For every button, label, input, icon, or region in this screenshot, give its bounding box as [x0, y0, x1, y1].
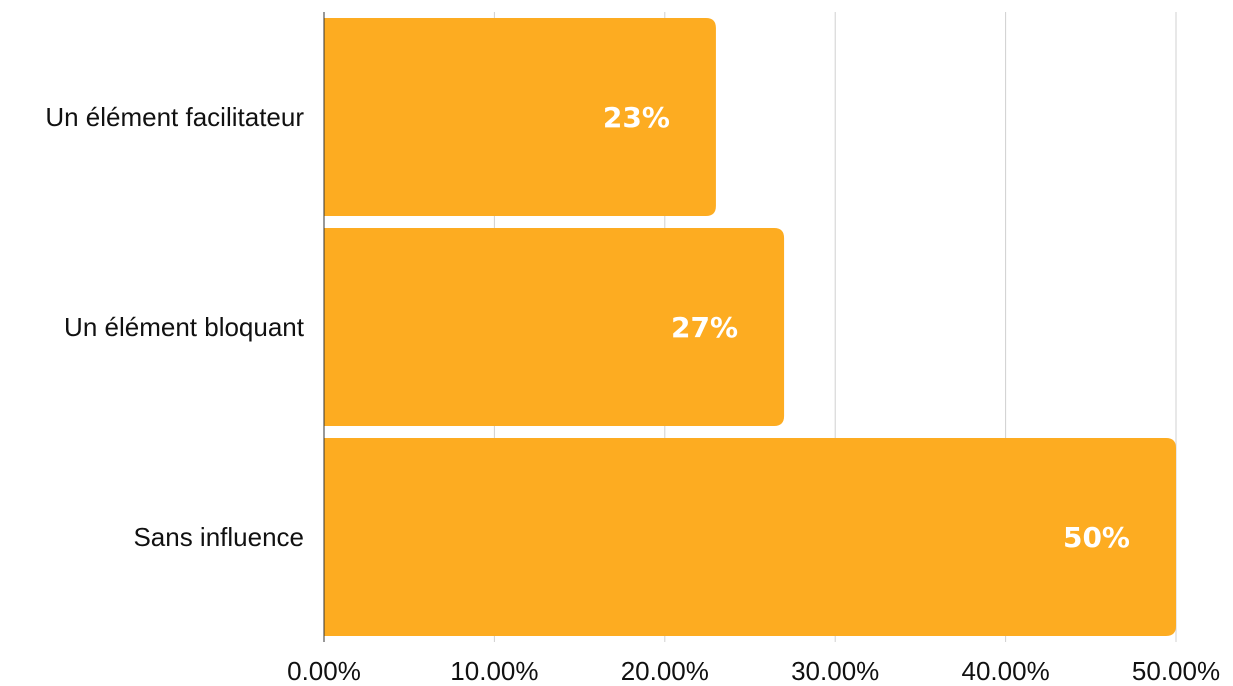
bar	[324, 438, 1176, 636]
x-tick-label: 20.00%	[621, 656, 709, 686]
x-tick-label: 10.00%	[450, 656, 538, 686]
category-label: Un élément facilitateur	[45, 102, 304, 132]
labels: 23% Un élément facilitateur 27% Un élément …	[45, 101, 1220, 686]
x-tick-label: 0.00%	[287, 656, 361, 686]
bar	[324, 18, 716, 216]
data-label: 23%	[603, 101, 670, 134]
x-tick-label: 40.00%	[962, 656, 1050, 686]
x-tick-label: 50.00%	[1132, 656, 1220, 686]
bar	[324, 228, 785, 426]
category-label: Un élément bloquant	[64, 312, 305, 342]
x-tick-label: 30.00%	[791, 656, 879, 686]
data-label: 27%	[671, 311, 738, 344]
bars	[324, 18, 1176, 636]
data-label: 50%	[1063, 521, 1130, 554]
category-label: Sans influence	[133, 522, 304, 552]
